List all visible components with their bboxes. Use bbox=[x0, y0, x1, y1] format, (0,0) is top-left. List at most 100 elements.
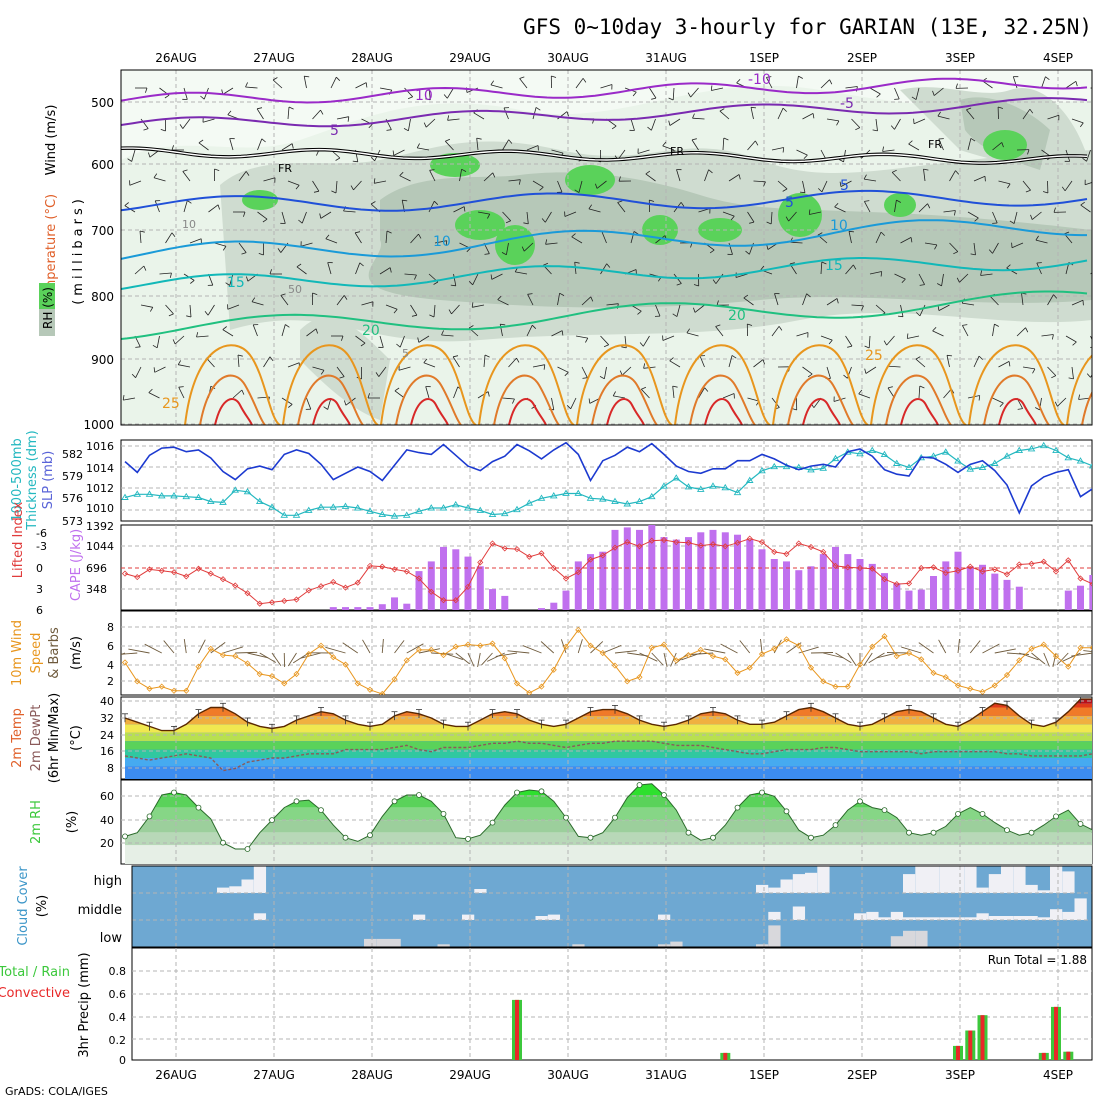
wind-barb bbox=[1071, 118, 1084, 124]
wind-barb bbox=[379, 87, 392, 91]
wind-barb-flag bbox=[241, 389, 245, 395]
wind-speed-point bbox=[905, 649, 913, 657]
thickness-point bbox=[647, 492, 656, 500]
cloud-cell bbox=[670, 941, 683, 947]
rh-moist-area bbox=[884, 193, 916, 217]
wind-barb bbox=[129, 180, 142, 186]
wind-barb bbox=[796, 332, 809, 337]
cloud-cell bbox=[768, 925, 781, 947]
wind-barb-flag bbox=[641, 386, 647, 390]
cloud-cell bbox=[217, 887, 230, 893]
wind-barb bbox=[992, 397, 1004, 404]
rh-moist-area bbox=[430, 153, 480, 177]
rh-point bbox=[808, 834, 814, 841]
upper-ylabel-rh: RH (%) bbox=[41, 287, 55, 329]
thickness-point bbox=[1039, 441, 1048, 449]
temperature-panel: 40 32 24 16 8 2m Temp 2m DewPt (6hr Min/… bbox=[10, 693, 1093, 783]
wind-barb-flag bbox=[1079, 122, 1084, 128]
cloud-panel-frame bbox=[131, 865, 1093, 948]
wind-barb-flag bbox=[1086, 373, 1091, 378]
slp-tick: 1012 bbox=[86, 482, 114, 495]
cape-bar bbox=[758, 549, 766, 610]
wind-barb bbox=[429, 170, 436, 182]
wind-barb bbox=[1016, 327, 1026, 337]
wind-barb bbox=[1097, 305, 1100, 308]
rh-tick: 40 bbox=[100, 814, 114, 827]
wind-barb-flag bbox=[257, 107, 263, 110]
wind-speed-point bbox=[648, 644, 655, 651]
wind-speed-point bbox=[550, 666, 557, 673]
cape-bar bbox=[354, 607, 362, 610]
wind-barb bbox=[604, 366, 607, 379]
cloud-cell bbox=[890, 911, 904, 920]
wind-barb-flag bbox=[373, 178, 376, 184]
wind-tick: 8 bbox=[107, 621, 114, 634]
wind-barb-flag bbox=[645, 170, 651, 175]
wind-barb bbox=[256, 108, 264, 120]
cloud-grid bbox=[132, 866, 1092, 947]
top-date-label: 1SEP bbox=[749, 51, 779, 65]
wind-speed-point bbox=[281, 680, 288, 687]
cloud-cell bbox=[988, 916, 1002, 920]
wind-barb-flag bbox=[127, 158, 132, 162]
rh-point bbox=[734, 804, 741, 811]
wind-barb bbox=[527, 294, 534, 306]
wind-barb bbox=[641, 388, 650, 399]
wind-barb-flag bbox=[339, 376, 345, 379]
wind-barb bbox=[1047, 294, 1054, 306]
li-point bbox=[354, 579, 361, 586]
wind-barb bbox=[858, 393, 871, 399]
contour-30 bbox=[493, 374, 560, 425]
surface-wind-barb bbox=[663, 652, 668, 667]
wind-barb-flag bbox=[970, 253, 976, 256]
wind-barb-flag bbox=[1078, 394, 1080, 400]
cape-bar bbox=[574, 561, 582, 610]
wind-barb-flag bbox=[668, 97, 674, 101]
wind-barb-flag bbox=[164, 94, 170, 99]
wind-barb bbox=[355, 82, 367, 89]
wind-barb bbox=[891, 172, 901, 182]
wind-barb bbox=[425, 118, 436, 128]
precip-bar-convective bbox=[1054, 1006, 1058, 1060]
wind-barb-flag bbox=[669, 357, 674, 362]
wind-barb-flag bbox=[766, 76, 772, 78]
surface-wind-barb bbox=[918, 642, 934, 654]
wind-barb-flag bbox=[447, 115, 450, 121]
wind-barb bbox=[845, 335, 853, 347]
li-point bbox=[440, 597, 447, 604]
wind-barb bbox=[551, 330, 563, 337]
wind-speed-markers bbox=[121, 626, 1092, 695]
wind-tick: 2 bbox=[107, 675, 114, 688]
wind-barb bbox=[826, 366, 831, 379]
contour-35 bbox=[214, 398, 253, 425]
wind-barb-flag bbox=[1007, 183, 1011, 189]
wind-barb-flag bbox=[1075, 81, 1078, 87]
cloud-cell bbox=[1013, 866, 1026, 893]
cape-bar bbox=[476, 566, 484, 610]
li-point bbox=[464, 583, 472, 590]
wind-speed-point bbox=[954, 682, 962, 689]
wind-barb-flag bbox=[872, 129, 878, 132]
wind-barb-flag bbox=[745, 250, 750, 255]
wind-barb bbox=[551, 149, 564, 154]
wind-barb-flag bbox=[639, 342, 644, 347]
top-date-label: 2SEP bbox=[847, 51, 877, 65]
surface-wind-barb bbox=[495, 652, 518, 657]
wind-barb-flag bbox=[687, 92, 691, 98]
wind-barb-flag bbox=[864, 200, 870, 202]
wind-speed-point bbox=[1065, 663, 1072, 670]
li-point bbox=[587, 556, 594, 563]
wind-speed-point bbox=[599, 649, 606, 657]
wind-barb-flag bbox=[808, 209, 811, 215]
wind-barb bbox=[967, 138, 972, 151]
wind-barb-flag bbox=[407, 96, 413, 100]
wind-barb bbox=[564, 211, 577, 217]
wind-barb-flag bbox=[214, 168, 220, 171]
wind-barb bbox=[445, 140, 454, 151]
li-point bbox=[1089, 581, 1092, 587]
cape-bar bbox=[734, 534, 741, 610]
wind-barb-flag bbox=[590, 296, 594, 302]
wind-barb-flag bbox=[647, 126, 652, 131]
wind-barb bbox=[287, 180, 300, 186]
